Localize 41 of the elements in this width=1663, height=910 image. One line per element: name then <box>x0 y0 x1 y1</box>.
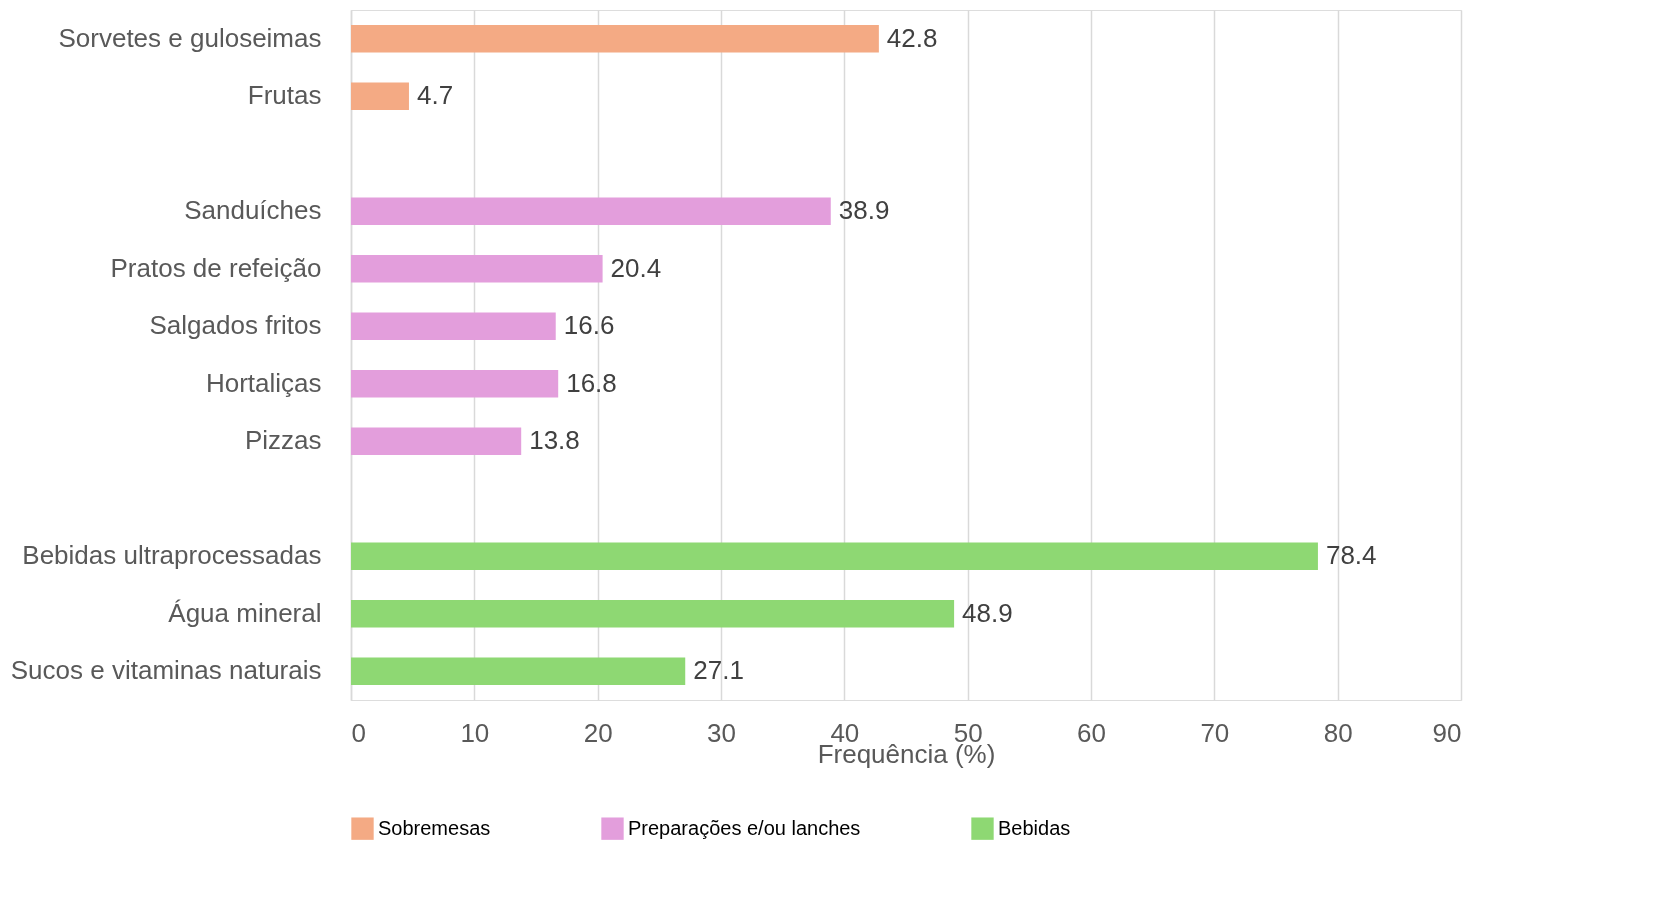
bar <box>351 369 559 398</box>
data-label: 20.4 <box>610 252 662 283</box>
y-tick-label: Frutas <box>247 80 322 111</box>
bar <box>351 542 1318 571</box>
y-tick-label: Sucos e vitaminas naturais <box>10 655 322 686</box>
bar <box>351 312 556 341</box>
x-tick-label: 0 <box>351 717 366 748</box>
legend-label: Preparações e/ou lanches <box>628 816 861 839</box>
y-tick-label: Salgados fritos <box>149 310 322 341</box>
bar <box>351 427 522 456</box>
y-tick-label: Água mineral <box>168 597 322 628</box>
data-label: 13.8 <box>529 425 580 456</box>
y-tick-label: Hortaliças <box>205 367 322 398</box>
bar <box>351 599 955 628</box>
y-tick-label: Sorvetes e guloseimas <box>58 22 322 53</box>
legend-label: Sobremesas <box>378 816 491 839</box>
y-tick-label: Pizzas <box>244 425 322 456</box>
bar <box>351 24 879 53</box>
bar <box>351 197 831 226</box>
bar <box>351 254 603 283</box>
y-tick-label: Bebidas ultraprocessadas <box>22 540 322 571</box>
data-label: 16.6 <box>563 310 615 341</box>
bar <box>351 657 686 686</box>
data-label: 78.4 <box>1325 540 1377 571</box>
legend-label: Bebidas <box>998 816 1071 839</box>
data-label: 27.1 <box>693 655 744 686</box>
x-tick-label: 20 <box>583 717 613 748</box>
x-tick-label: 30 <box>707 717 736 748</box>
y-tick-label: Pratos de refeição <box>110 252 322 283</box>
bar <box>351 82 409 111</box>
x-tick-label: 80 <box>1323 717 1353 748</box>
data-label: 42.8 <box>886 22 938 53</box>
data-label: 16.8 <box>566 367 617 398</box>
x-tick-label: 10 <box>460 717 490 748</box>
x-tick-label: 70 <box>1200 717 1230 748</box>
x-tick-label: 60 <box>1077 717 1106 748</box>
y-tick-label: Sanduíches <box>184 195 322 226</box>
data-label: 38.9 <box>838 195 890 226</box>
data-label: 48.9 <box>962 597 1013 628</box>
x-tick-label: 90 <box>1432 717 1462 748</box>
data-label: 4.7 <box>416 80 454 111</box>
